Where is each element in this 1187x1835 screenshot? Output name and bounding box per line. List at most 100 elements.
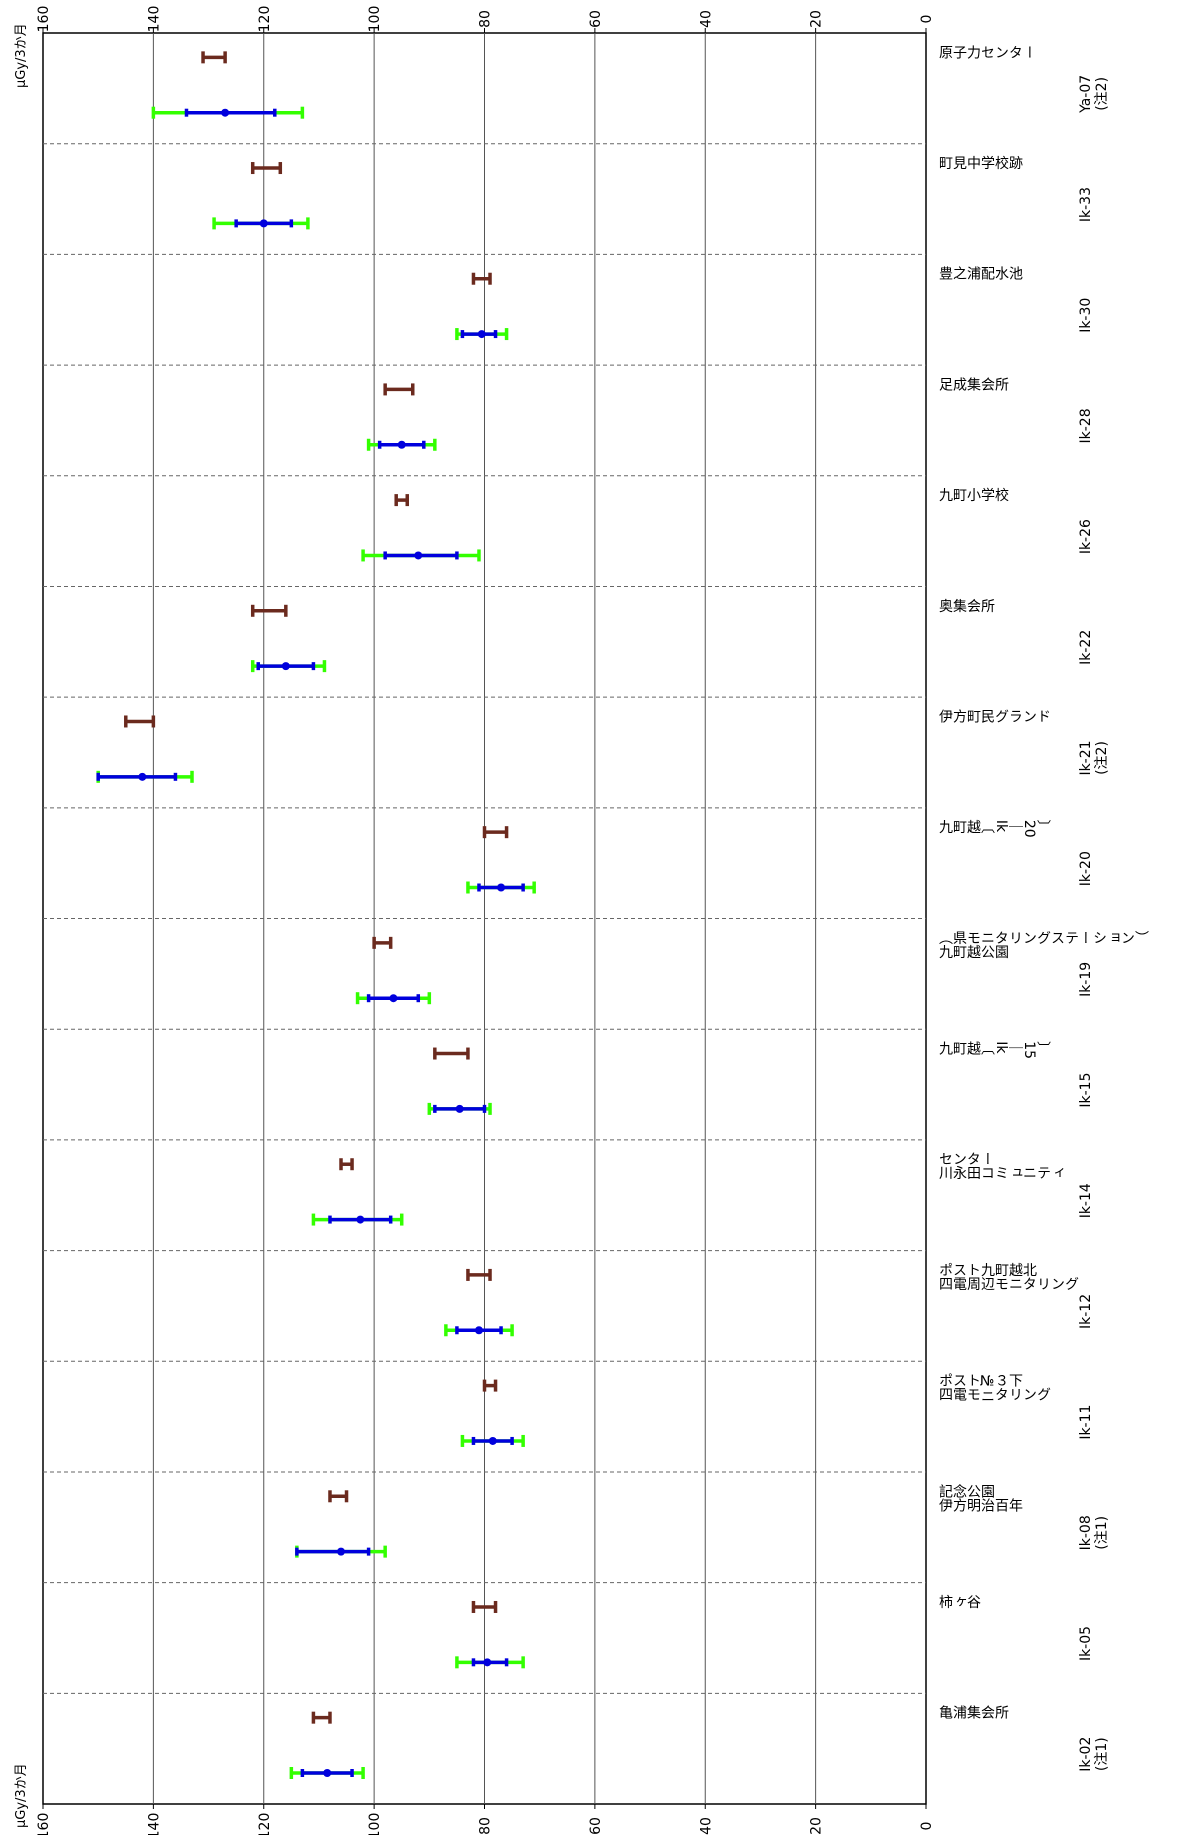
station-name-line: 池 <box>1007 266 1023 280</box>
station-name-line: 集 <box>965 1705 981 1720</box>
station-name-line: 奥 <box>937 598 953 613</box>
station-name-line: ミ <box>993 1152 1009 1180</box>
station-name-line: グ <box>1035 1373 1051 1401</box>
station-code-Ya-07: Ya-07 <box>1078 75 1094 114</box>
station-name-line: ト周 <box>965 1263 981 1292</box>
station-name-line: 浦 <box>951 1705 967 1719</box>
station-name-line: 民 <box>979 709 995 724</box>
reference-bar-Ik-21 <box>124 715 156 728</box>
station-name-line: 所 <box>993 377 1009 391</box>
station-name-line: 県町 <box>951 931 967 959</box>
station-name-line: ン <box>993 45 1009 59</box>
station-name-line: タ田 <box>965 1152 981 1180</box>
station-name-line: 〕 <box>1035 1041 1051 1055</box>
reference-bar-Ik-15 <box>433 1047 470 1060</box>
station-name-line: 校 <box>993 155 1009 170</box>
station-name-line: ポ四 <box>937 1373 953 1401</box>
mean-point-Ik-02 <box>323 1769 332 1778</box>
station-name-line: 越 <box>965 820 981 834</box>
station-name-line: 町 <box>951 1041 967 1055</box>
reference-bar-Ik-22 <box>250 604 288 617</box>
station-name-line: 力 <box>965 45 981 60</box>
station-name-line: 20 <box>1021 820 1037 838</box>
station-code-Ik-02: Ik-02 <box>1078 1737 1094 1772</box>
reference-bar-Ik-30 <box>471 272 492 285</box>
tick-label-bottom-0: 0 <box>919 1822 935 1831</box>
station-name-line: 下リ <box>1007 1373 1023 1401</box>
axis-ticks: 0 0 20 20 40 40 60 60 80 80 100 100 120 120 140 140 160 1… <box>36 6 935 1835</box>
reference-bar-Ik-33 <box>250 162 283 175</box>
station-code-Ik-30: Ik-30 <box>1078 298 1094 333</box>
station-name-line: 年 <box>1007 1484 1023 1512</box>
reference-bar-Ik-19 <box>372 936 393 949</box>
station-name-line: 跡 <box>1007 156 1023 170</box>
mean-point-Ik-28 <box>397 440 406 449</box>
station-name-line: ス電 <box>951 1373 967 1401</box>
tick-label-top-100: 100 <box>367 6 383 33</box>
station-name-line: 記伊 <box>937 1483 953 1512</box>
station-name-line: ー <box>1021 45 1037 59</box>
station-code-Ik-05: Ik-05 <box>1078 1626 1094 1661</box>
mean-point-Ik-14 <box>356 1215 365 1224</box>
reference-bar-Ik-14 <box>339 1158 354 1171</box>
station-name-line: 配 <box>979 266 995 280</box>
tick-label-top-140: 140 <box>146 6 162 33</box>
station-name-line: 校 <box>993 487 1009 502</box>
station-name-line: ン <box>1021 931 1037 945</box>
reference-bar-Ik-26 <box>394 494 409 507</box>
unit-label-top: μGy/3か月 <box>14 23 29 88</box>
station-name-line: 九 <box>937 1041 953 1056</box>
station-name-line: セ川 <box>937 1152 953 1180</box>
station-name-line: 会 <box>979 377 995 391</box>
tick-label-top-80: 80 <box>478 10 494 28</box>
tick-label-bottom-60: 60 <box>588 1817 604 1835</box>
station-name-line: 集 <box>951 598 967 613</box>
station-code-Ik-26: Ik-26 <box>1078 519 1094 554</box>
station-name-line: 所 <box>993 1705 1009 1719</box>
station-name-line: テ <box>1035 1152 1051 1180</box>
station-note-Ya-07: (注2) <box>1094 77 1110 111</box>
station-name-line: グ <box>1035 931 1051 945</box>
station-name-line: 小 <box>965 488 981 503</box>
station-name-line: ラ <box>1007 709 1023 723</box>
station-code-Ik-19: Ik-19 <box>1078 962 1094 997</box>
mean-point-Ik-26 <box>414 551 423 560</box>
reference-bar-Ik-02 <box>311 1711 332 1724</box>
station-name-line: グ <box>993 709 1009 723</box>
station-code-Ik-21: Ik-21 <box>1078 740 1094 775</box>
tick-label-bottom-140: 140 <box>146 1813 162 1835</box>
tick-label-top-20: 20 <box>809 10 825 28</box>
station-name-line: タ <box>1007 45 1023 59</box>
station-name-line: 原 <box>937 45 953 59</box>
station-code-Ik-33: Ik-33 <box>1078 187 1094 222</box>
station-name-line: 町 <box>951 488 967 502</box>
reference-bar-Ik-28 <box>383 383 415 396</box>
mean-point-Ik-33 <box>259 219 268 228</box>
mean-point-Ik-12 <box>474 1326 483 1335</box>
station-name-line: 豊 <box>937 266 953 280</box>
station-name-line: 町 <box>951 820 967 834</box>
station-name-line: 見 <box>951 156 967 171</box>
station-name-line: 成 <box>951 377 967 392</box>
station-name-line: 〔 <box>979 820 995 834</box>
station-code-Ik-11: Ik-11 <box>1078 1405 1094 1440</box>
mean-point-Ik-30 <box>477 330 486 339</box>
station-name-line: ーコ <box>979 1152 995 1180</box>
station-name-line: 中 <box>965 156 981 170</box>
station-name-line: 念方 <box>951 1483 967 1513</box>
station-code-Ik-22: Ik-22 <box>1078 630 1094 665</box>
inner-range-bar-Ik-21 <box>96 772 178 781</box>
tick-label-bottom-100: 100 <box>367 1813 383 1835</box>
station-name-line: リ <box>1007 931 1023 945</box>
tick-label-bottom-120: 120 <box>257 1813 273 1835</box>
reference-bar-Ik-12 <box>466 1268 492 1281</box>
station-name-line: 町 <box>937 156 953 170</box>
reference-bar-Ik-11 <box>482 1379 498 1392</box>
